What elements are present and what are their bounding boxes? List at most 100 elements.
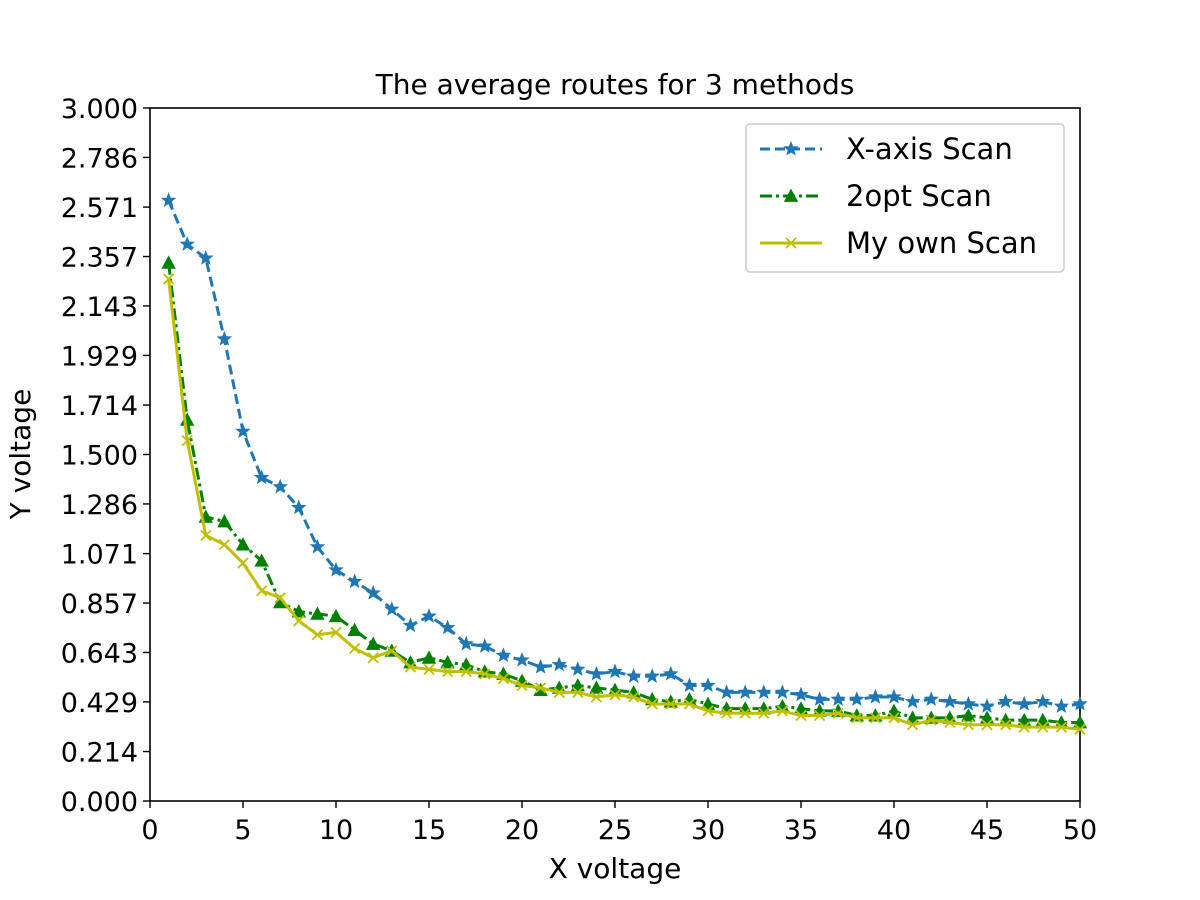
data-point: [646, 698, 658, 710]
data-point: [253, 469, 270, 485]
data-point: [404, 661, 417, 673]
data-point: [291, 604, 306, 618]
data-point: [609, 689, 621, 701]
y-tick-label: 3.000: [61, 94, 138, 125]
data-point: [532, 658, 549, 674]
data-point: [218, 538, 231, 551]
data-point: [981, 719, 993, 731]
data-point: [402, 617, 419, 632]
data-point: [274, 592, 286, 604]
data-point: [516, 679, 528, 692]
data-point: [944, 716, 956, 729]
data-point: [237, 557, 249, 569]
data-point: [663, 665, 679, 681]
x-axis-title: X voltage: [549, 852, 682, 885]
data-point: [1053, 698, 1070, 713]
x-tick-label: 30: [691, 815, 725, 846]
data-point: [718, 684, 735, 699]
legend-marker: [783, 140, 799, 156]
data-point: [867, 688, 884, 704]
data-point: [1072, 695, 1088, 711]
data-point: [235, 537, 251, 551]
data-point: [272, 478, 288, 494]
legend-label: 2opt Scan: [846, 179, 992, 213]
data-point: [348, 642, 361, 655]
data-point: [962, 719, 975, 731]
data-point: [904, 693, 921, 709]
data-point: [1055, 721, 1068, 733]
data-point: [386, 645, 398, 657]
data-point: [534, 682, 547, 694]
data-point: [347, 622, 362, 636]
data-point: [832, 707, 844, 719]
x-tick-label: 10: [319, 815, 353, 846]
y-tick-label: 1.714: [61, 391, 138, 422]
data-point: [888, 712, 900, 724]
data-point: [1074, 723, 1086, 736]
y-tick-label: 1.071: [61, 540, 138, 571]
data-point: [1018, 721, 1030, 733]
y-tick-label: 2.357: [61, 243, 138, 274]
data-point: [255, 585, 268, 597]
data-point: [923, 691, 939, 706]
data-point: [161, 255, 176, 269]
data-point: [421, 608, 437, 623]
y-axis-title: Y voltage: [4, 389, 37, 521]
data-point: [551, 656, 567, 672]
data-point: [200, 529, 212, 541]
data-point: [553, 686, 565, 699]
data-point: [589, 680, 604, 694]
y-tick-label: 1.500: [61, 441, 138, 472]
series-2: [162, 273, 1086, 736]
data-point: [328, 608, 344, 623]
data-point: [737, 684, 753, 699]
y-tick-label: 2.143: [61, 292, 138, 323]
data-point: [572, 686, 584, 699]
data-point: [774, 684, 791, 699]
y-tick-label: 0.857: [61, 589, 138, 620]
data-point: [702, 705, 714, 717]
data-point: [644, 668, 660, 683]
x-tick-label: 0: [141, 815, 158, 846]
data-point: [795, 709, 807, 722]
legend-label: My own Scan: [846, 226, 1037, 260]
data-point: [179, 236, 195, 251]
data-point: [439, 619, 456, 635]
data-point: [310, 606, 325, 620]
data-point: [590, 691, 603, 703]
y-tick-label: 0.643: [61, 638, 138, 669]
data-point: [588, 665, 605, 681]
data-point: [869, 712, 882, 724]
data-point: [665, 698, 677, 710]
data-point: [497, 672, 510, 685]
data-point: [756, 684, 772, 699]
data-point: [942, 693, 958, 709]
data-point: [1037, 721, 1049, 733]
legend-label: X-axis Scan: [846, 132, 1013, 166]
data-point: [160, 192, 177, 207]
data-point: [198, 250, 214, 265]
data-point: [813, 709, 826, 722]
data-point: [720, 707, 733, 719]
data-point: [997, 693, 1014, 709]
legend-marker: [783, 188, 799, 202]
x-axis: 0 5 10 15 20 25 30 35 40 45 50: [141, 801, 1097, 846]
y-tick-label: 0.214: [61, 738, 138, 769]
data-point: [627, 691, 640, 703]
x-tick-label: 50: [1063, 815, 1097, 846]
data-point: [181, 435, 193, 447]
data-point: [293, 615, 305, 627]
data-point: [441, 666, 454, 678]
data-point: [479, 668, 491, 680]
y-tick-label: 0.429: [61, 688, 138, 719]
data-point: [999, 719, 1012, 731]
data-point: [886, 688, 902, 704]
x-tick-label: 25: [598, 815, 632, 846]
legend: X-axis Scan 2opt Scan My own Scan: [745, 123, 1065, 273]
data-point: [254, 553, 269, 567]
data-point: [739, 707, 751, 719]
data-point: [793, 686, 809, 702]
data-point: [495, 647, 512, 663]
data-point: [681, 677, 698, 693]
